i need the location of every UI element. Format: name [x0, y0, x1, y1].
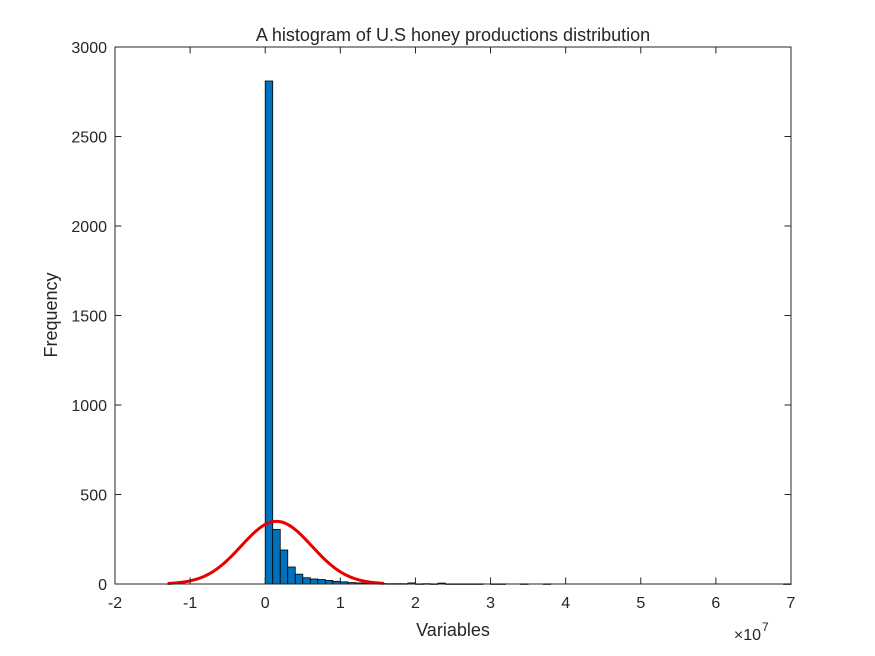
tick-marks	[114, 46, 792, 585]
x-tick-label: 1	[336, 595, 345, 612]
x-exponent-base: ×10	[734, 627, 761, 644]
x-tick-label: -2	[108, 595, 122, 612]
histogram-bar	[309, 578, 319, 585]
histogram-bar	[272, 529, 281, 585]
histogram-bar	[302, 577, 311, 585]
y-tick-label: 3000	[71, 40, 107, 57]
histogram-bar	[264, 80, 274, 585]
y-tick-label: 0	[98, 577, 107, 594]
y-axis-label: Frequency	[41, 272, 61, 357]
chart-title: A histogram of U.S honey productions dis…	[256, 25, 650, 45]
x-axis-label: Variables	[416, 620, 490, 640]
x-tick-label: 2	[411, 595, 420, 612]
x-tick-label: 6	[711, 595, 720, 612]
y-tick-label: 500	[80, 488, 107, 505]
y-tick-label: 1000	[71, 398, 107, 415]
x-tick-labels: -2 -1 0 1 2 3 4 5 6 7	[108, 595, 796, 612]
histogram-bar	[294, 573, 304, 585]
histogram-bar	[279, 549, 289, 585]
x-tick-label: 5	[636, 595, 645, 612]
normal-fit-curve	[167, 519, 384, 585]
histogram-bar	[287, 566, 296, 585]
x-tick-label: 3	[486, 595, 495, 612]
x-tick-label: 0	[261, 595, 270, 612]
x-tick-label: 7	[787, 595, 796, 612]
y-tick-label: 1500	[71, 309, 107, 326]
y-tick-label: 2500	[71, 130, 107, 147]
y-tick-label: 2000	[71, 219, 107, 236]
histogram-bar	[324, 580, 334, 585]
plot-area	[115, 47, 791, 584]
x-tick-label: 4	[561, 595, 570, 612]
y-tick-labels: 0 500 1000 1500 2000 2500 3000	[71, 40, 107, 594]
x-tick-label: -1	[183, 595, 197, 612]
histogram-bar	[317, 579, 326, 585]
x-exponent-power: 7	[762, 620, 769, 634]
